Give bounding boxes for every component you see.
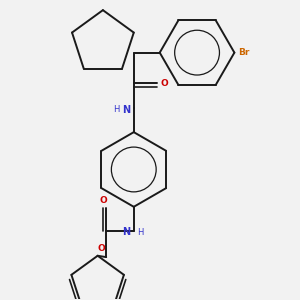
Text: N: N bbox=[123, 105, 131, 115]
Text: H: H bbox=[137, 228, 143, 237]
Text: Br: Br bbox=[238, 48, 250, 57]
Text: O: O bbox=[160, 79, 168, 88]
Text: H: H bbox=[113, 105, 119, 114]
Text: N: N bbox=[123, 227, 131, 237]
Text: O: O bbox=[97, 244, 105, 253]
Text: O: O bbox=[99, 196, 107, 205]
